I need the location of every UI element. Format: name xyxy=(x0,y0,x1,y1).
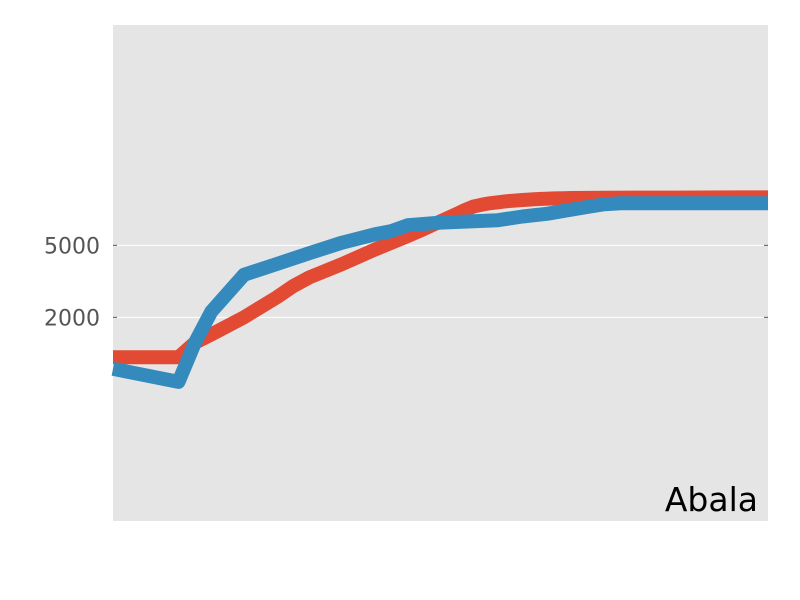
y-tick-labels: 2000 5000 xyxy=(44,234,100,331)
series-lines xyxy=(111,190,768,389)
plot-background xyxy=(113,25,768,521)
y-tick-marks xyxy=(113,244,768,318)
y-tick-label: 2000 xyxy=(44,306,100,331)
series-annotation: Abala xyxy=(665,480,758,519)
y-tick-label: 5000 xyxy=(44,234,100,259)
series-line-2 xyxy=(111,196,768,389)
gridlines xyxy=(113,244,768,318)
